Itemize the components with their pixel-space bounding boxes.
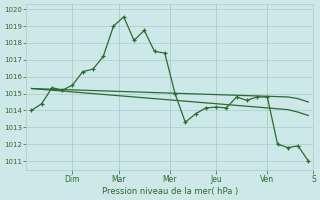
X-axis label: Pression niveau de la mer( hPa ): Pression niveau de la mer( hPa ) (102, 187, 238, 196)
